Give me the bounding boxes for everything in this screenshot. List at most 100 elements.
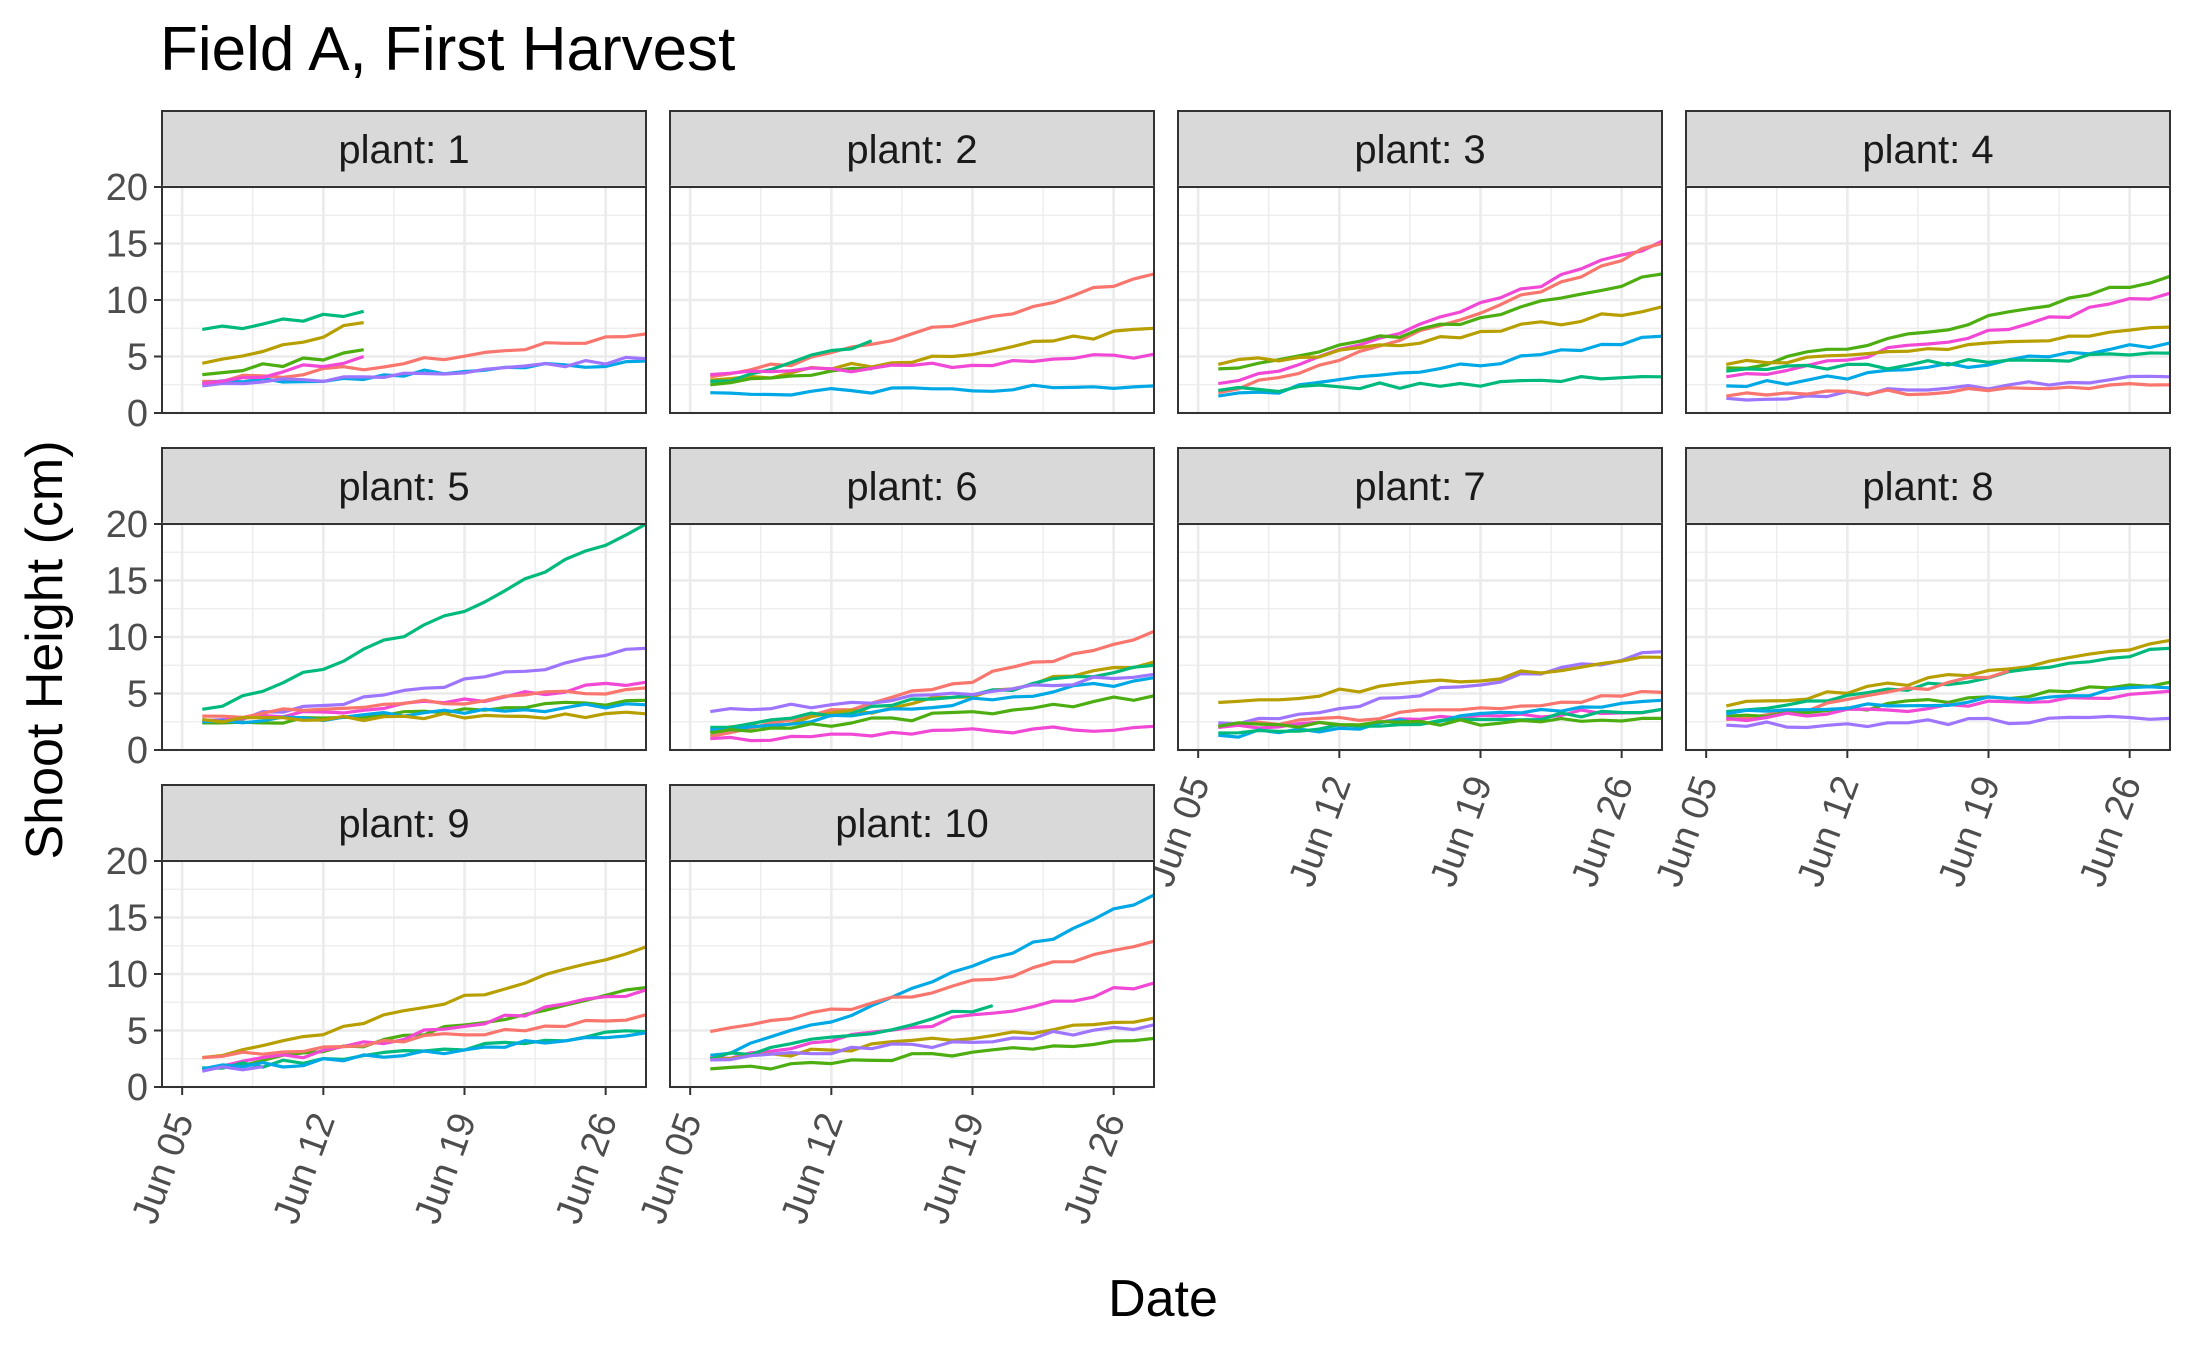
series-line-green: [1218, 716, 1662, 729]
y-tick-label: 20: [106, 841, 148, 883]
facet-panel: plant: 3: [1177, 110, 1663, 415]
facet-strip: [669, 110, 1155, 188]
series-line-olive: [1725, 638, 2171, 708]
facet-panel: plant: 4: [1685, 110, 2171, 415]
facet-strip-label: plant: 7: [1354, 465, 1485, 509]
y-tick-label: 10: [106, 954, 148, 996]
series-line-teal: [202, 309, 365, 331]
series-line-purple: [202, 355, 647, 388]
series-line-teal: [710, 663, 1155, 730]
series-line-blue: [710, 893, 1155, 1057]
y-tick-label: 15: [106, 561, 148, 603]
series-line-blue: [710, 676, 1155, 732]
series-line-green: [1726, 680, 2171, 719]
series-line-red: [1726, 669, 2010, 722]
facet-strip: [161, 784, 647, 862]
facet-strip-label: plant: 2: [846, 128, 977, 172]
series-line-olive: [1217, 305, 1663, 366]
y-tick-label: 5: [127, 674, 148, 716]
series-line-olive: [202, 945, 647, 1060]
facet-strip-label: plant: 10: [835, 802, 988, 846]
series-line-green: [1726, 274, 2171, 370]
facet-panel: plant: 2: [669, 110, 1155, 415]
y-tick-label: 10: [106, 617, 148, 659]
facet-strip-label: plant: 9: [338, 802, 469, 846]
series-line-pink: [1218, 239, 1663, 386]
series-line-pink: [202, 354, 365, 386]
series-line-blue: [201, 1031, 647, 1071]
series-line-pink: [1726, 291, 2171, 379]
facet-strip-label: plant: 4: [1862, 128, 1993, 172]
facet-strip-label: plant: 8: [1862, 465, 1993, 509]
facet-strip: [1685, 447, 2171, 525]
panel-border: [1685, 186, 2171, 414]
facet-panel: plant: 5 0 5 10 15 20: [106, 447, 647, 772]
series-line-teal: [202, 522, 647, 711]
panel-border: [1177, 523, 1663, 751]
series-line-green: [710, 694, 1155, 735]
facet-panel: plant: 6: [669, 447, 1155, 752]
series-line-green: [710, 1036, 1155, 1071]
series-line-purple: [710, 1023, 1155, 1062]
panel-border: [669, 186, 1155, 414]
y-tick-label: 5: [127, 1011, 148, 1053]
series-line-teal: [709, 1004, 994, 1061]
series-line-pink: [710, 352, 1155, 377]
series-line-olive: [202, 710, 647, 724]
y-tick-label: 15: [106, 898, 148, 940]
series-line-pink: [710, 724, 1155, 743]
series-line-red: [709, 939, 1155, 1034]
series-line-purple: [1726, 374, 2171, 402]
series-line-teal: [1726, 646, 2171, 714]
facet-strip: [161, 110, 647, 188]
y-tick-label: 0: [127, 730, 148, 772]
facet-strip: [669, 784, 1155, 862]
series-line-blue: [710, 383, 1155, 397]
y-tick-label: 15: [106, 224, 148, 266]
series-line-purple: [201, 1065, 264, 1073]
series-line-olive: [710, 1016, 1155, 1062]
series-line-purple: [1726, 714, 2171, 730]
series-line-red: [1726, 382, 2171, 398]
panel-border: [669, 523, 1155, 751]
panel-border: [1177, 186, 1663, 414]
series-line-teal: [1218, 707, 1663, 735]
series-line-teal: [1218, 375, 1663, 394]
y-tick-label: 0: [127, 1067, 148, 1109]
series-line-purple: [1218, 650, 1663, 726]
facet-strip: [161, 447, 647, 525]
series-line-red: [202, 1013, 647, 1060]
series-line-teal: [1726, 351, 2171, 373]
facet-strip-label: plant: 1: [338, 128, 469, 172]
y-tick-label: 10: [106, 280, 148, 322]
series-line-olive: [1218, 655, 1663, 705]
facet-strip-label: plant: 5: [338, 465, 469, 509]
series-line-red: [709, 629, 1155, 738]
y-tick-label: 0: [127, 393, 148, 435]
series-line-pink: [202, 988, 647, 1071]
y-tick-label: 20: [106, 504, 148, 546]
facet-strip-label: plant: 3: [1354, 128, 1485, 172]
series-line-blue: [1726, 685, 2171, 716]
series-line-olive: [201, 321, 364, 365]
series-line-purple: [710, 672, 1155, 714]
y-axis-title: Shoot Height (cm): [16, 440, 74, 859]
chart-title: Field A, First Harvest: [160, 15, 735, 84]
series-line-red: [202, 332, 647, 384]
series-line-green: [202, 348, 364, 377]
series-line-red: [1218, 689, 1663, 729]
facet-strip: [1177, 110, 1663, 188]
series-line-pink: [710, 981, 1155, 1060]
series-line-olive: [1725, 325, 2171, 366]
series-line-red: [202, 686, 647, 720]
facet-strip: [1685, 110, 2171, 188]
facet-panel: plant: 1 0 5 10 15 20: [106, 110, 647, 435]
x-axis-title: Date: [1108, 1270, 1218, 1328]
panel-border: [669, 860, 1155, 1088]
y-tick-label: 20: [106, 167, 148, 209]
series-line-olive: [710, 326, 1155, 382]
panel-border: [1685, 523, 2171, 751]
y-tick-label: 5: [127, 337, 148, 379]
facet-strip-label: plant: 6: [846, 465, 977, 509]
